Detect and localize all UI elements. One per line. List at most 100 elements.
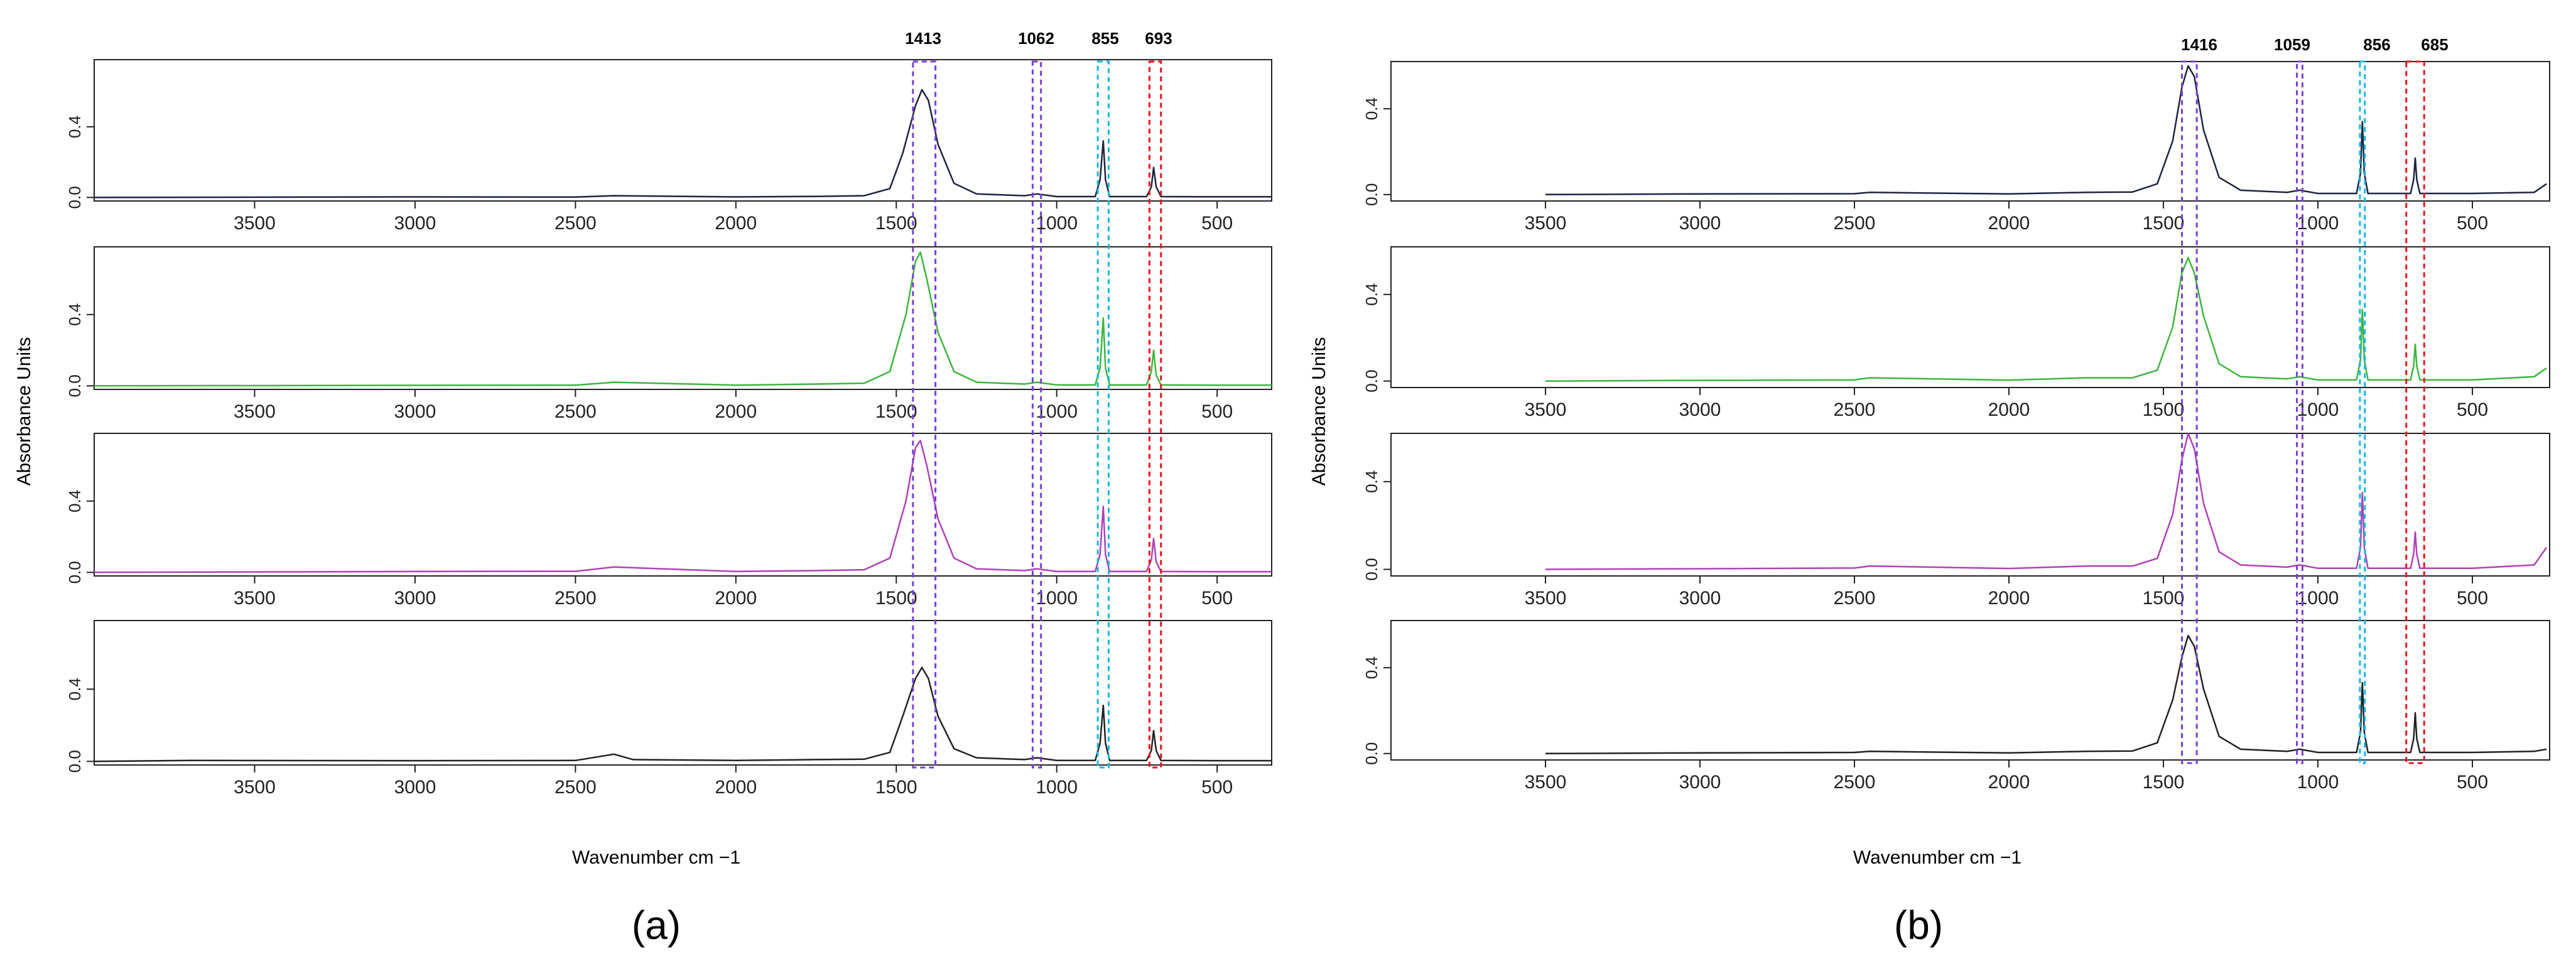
- plot-frame: [1390, 61, 2550, 202]
- x-tick-label: 2000: [715, 401, 757, 422]
- x-tick-label: 500: [1201, 588, 1233, 609]
- y-tick-label: 0.0: [1362, 742, 1381, 765]
- plot-frame: [94, 59, 1272, 202]
- y-tick-label: 0.4: [65, 490, 84, 513]
- peak-band: [2296, 60, 2303, 764]
- x-axis-label: Wavenumber cm −1: [572, 847, 740, 868]
- peak-label: 1413: [905, 29, 941, 48]
- x-tick-label: 500: [2457, 772, 2488, 793]
- panel-a-peak-bands: [912, 60, 1162, 769]
- x-tick-label: 2000: [715, 213, 757, 234]
- x-tick-label: 2000: [1988, 772, 2030, 793]
- y-tick-label: 0.0: [1362, 370, 1381, 393]
- x-tick-label: 2500: [1834, 772, 1876, 793]
- x-tick-label: 1000: [1036, 401, 1078, 422]
- x-tick-label: 1000: [2297, 213, 2339, 234]
- x-tick-label: 3500: [234, 213, 276, 234]
- y-tick-label: 0.4: [1362, 283, 1381, 306]
- plot-frame: [94, 433, 1272, 577]
- x-tick-label: 1500: [875, 401, 917, 422]
- x-tick-label: 2000: [715, 777, 757, 798]
- spectrum-line: [1545, 634, 2547, 755]
- peak-band: [1031, 60, 1042, 769]
- y-tick-label: 0.4: [65, 116, 84, 138]
- plot-frame: [1390, 620, 2550, 761]
- x-tick-label: 3000: [394, 213, 436, 234]
- panel-b-plot-1: 0.0 0.4 3500 3000 2500 2000 1500 1000 500: [1362, 61, 2550, 234]
- peak-band: [2181, 60, 2198, 764]
- y-tick-label: 0.4: [1362, 470, 1381, 493]
- panel-b-plot-4: 0.0 0.4 3500 3000 2500 2000 1500 1000 500: [1362, 620, 2550, 793]
- x-tick-label: 2000: [715, 588, 757, 609]
- x-tick-label: 1000: [1036, 588, 1078, 609]
- x-tick-label: 2500: [1834, 213, 1876, 234]
- x-tick-label: 2000: [1988, 588, 2030, 609]
- panel-label: (b): [1894, 903, 1943, 948]
- peak-label: 1059: [2274, 35, 2310, 54]
- x-tick-label: 3500: [1525, 213, 1567, 234]
- peak-label: 1416: [2181, 35, 2217, 54]
- x-tick-label: 2500: [555, 213, 597, 234]
- y-tick-label: 0.0: [65, 750, 84, 773]
- y-tick-label: 0.4: [65, 303, 84, 326]
- x-tick-label: 1000: [2297, 588, 2339, 609]
- panel-b-plot-3: 0.0 0.4 3500 3000 2500 2000 1500 1000 500: [1362, 432, 2550, 609]
- peak-band: [2359, 60, 2366, 764]
- x-tick-label: 1000: [2297, 772, 2339, 793]
- plot-frame: [1390, 433, 2550, 577]
- y-tick-label: 0.4: [65, 678, 84, 700]
- plot-frame: [94, 246, 1272, 390]
- x-tick-label: 500: [2457, 588, 2488, 609]
- x-tick-label: 2500: [1834, 588, 1876, 609]
- peak-label: 685: [2421, 35, 2448, 54]
- y-tick-label: 0.0: [1362, 183, 1381, 206]
- x-tick-label: 3000: [394, 401, 436, 422]
- panel-a: 0.0 0.4 3500 3000 2500 2000 1500 1000 500 0.0 0.4…: [14, 29, 1272, 948]
- x-tick-label: 500: [1201, 777, 1233, 798]
- x-tick-label: 3000: [1679, 772, 1721, 793]
- x-tick-label: 3000: [1679, 399, 1721, 420]
- panel-b-peak-bands: [2181, 60, 2425, 764]
- x-tick-label: 3500: [234, 588, 276, 609]
- panel-b-plot-2: 0.0 0.4 3500 3000 2500 2000 1500 1000 500: [1362, 246, 2550, 420]
- x-tick-label: 3000: [394, 588, 436, 609]
- x-tick-label: 1500: [875, 777, 917, 798]
- x-tick-label: 500: [2457, 399, 2488, 420]
- x-tick-label: 2500: [1834, 399, 1876, 420]
- spectrum-line: [1545, 432, 2548, 570]
- x-tick-label: 3500: [1525, 588, 1567, 609]
- x-tick-label: 1500: [2143, 399, 2185, 420]
- x-tick-label: 500: [1201, 213, 1233, 234]
- spectrum-line: [1545, 65, 2547, 196]
- spectrum-line: [94, 89, 1272, 198]
- panel-a-plot-1: 0.0 0.4 3500 3000 2500 2000 1500 1000 500: [65, 59, 1272, 234]
- x-tick-label: 3500: [1525, 399, 1567, 420]
- x-tick-label: 2500: [555, 777, 597, 798]
- peak-label: 693: [1145, 29, 1172, 48]
- x-tick-label: 3000: [1679, 588, 1721, 609]
- x-tick-label: 2500: [555, 588, 597, 609]
- y-tick-label: 0.0: [65, 561, 84, 583]
- x-tick-label: 3000: [394, 777, 436, 798]
- y-tick-label: 0.4: [1362, 656, 1381, 679]
- y-axis-label: Absorbance Units: [1309, 337, 1329, 486]
- y-tick-label: 0.0: [1362, 558, 1381, 580]
- panel-label: (a): [632, 903, 681, 948]
- x-axis-label: Wavenumber cm −1: [1853, 847, 2021, 868]
- x-tick-label: 1500: [2143, 772, 2185, 793]
- peak-band: [1148, 60, 1162, 769]
- peak-band: [912, 60, 937, 769]
- panel-a-plot-4: 0.0 0.4 3500 3000 2500 2000 1500 1000 500: [65, 620, 1272, 798]
- y-tick-label: 0.4: [1362, 97, 1381, 120]
- panel-a-plot-3: 0.0 0.4 3500 3000 2500 2000 1500 1000 500: [65, 433, 1272, 609]
- x-tick-label: 2500: [555, 401, 597, 422]
- y-tick-label: 0.0: [65, 186, 84, 209]
- spectrum-line: [1545, 256, 2547, 382]
- peak-band: [1096, 60, 1110, 769]
- x-tick-label: 1500: [2143, 213, 2185, 234]
- x-tick-label: 1000: [1036, 213, 1078, 234]
- spectrum-line: [94, 251, 1272, 387]
- y-axis-label: Absorbance Units: [14, 337, 35, 486]
